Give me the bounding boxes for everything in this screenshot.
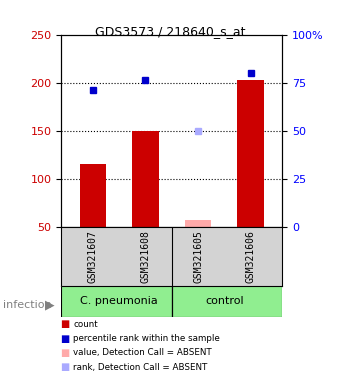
Text: ▶: ▶	[45, 299, 54, 312]
Text: ■: ■	[60, 362, 69, 372]
Text: GSM321608: GSM321608	[140, 230, 150, 283]
Text: count: count	[73, 320, 98, 329]
Text: ■: ■	[60, 348, 69, 358]
Text: rank, Detection Call = ABSENT: rank, Detection Call = ABSENT	[73, 362, 207, 372]
Bar	[80, 164, 106, 227]
Bar	[132, 131, 158, 227]
Text: GDS3573 / 218640_s_at: GDS3573 / 218640_s_at	[95, 25, 245, 38]
Text: GSM321607: GSM321607	[88, 230, 98, 283]
Text: value, Detection Call = ABSENT: value, Detection Call = ABSENT	[73, 348, 212, 358]
Bar	[185, 220, 211, 227]
Text: ■: ■	[60, 319, 69, 329]
Bar	[237, 80, 264, 227]
Bar	[172, 286, 282, 317]
Text: percentile rank within the sample: percentile rank within the sample	[73, 334, 220, 343]
Text: GSM321606: GSM321606	[245, 230, 256, 283]
Text: infection: infection	[3, 300, 52, 310]
Text: C. pneumonia: C. pneumonia	[80, 296, 158, 306]
Text: control: control	[205, 296, 244, 306]
Text: GSM321605: GSM321605	[193, 230, 203, 283]
Bar	[61, 286, 172, 317]
Text: ■: ■	[60, 334, 69, 344]
